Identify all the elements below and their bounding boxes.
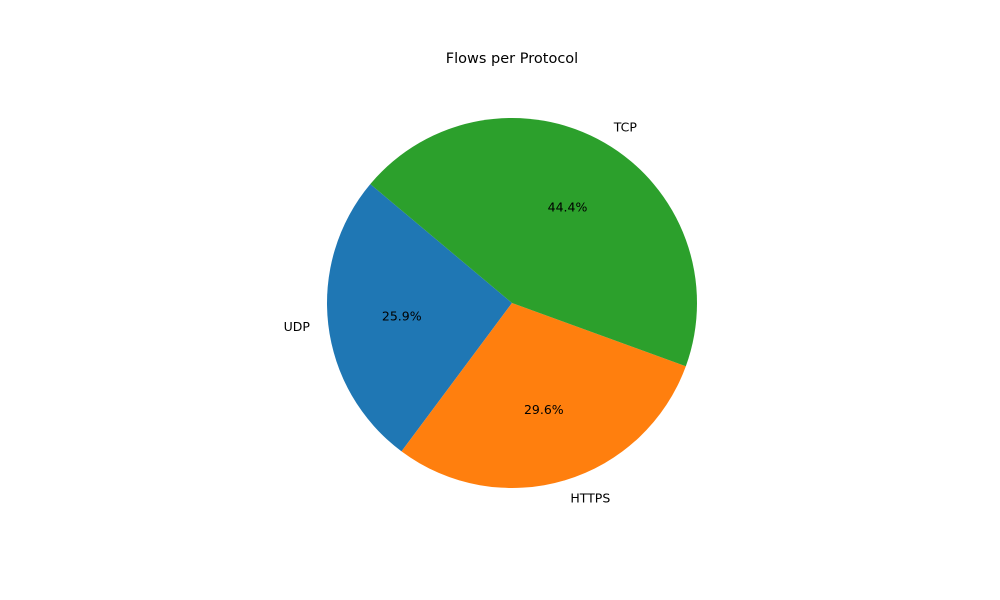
pie-slices xyxy=(327,117,698,488)
pie-slice-tcp xyxy=(370,117,698,367)
pie-percent-labels: 25.9% 29.6% 44.4% xyxy=(382,199,588,416)
slice-percent-https: 29.6% xyxy=(524,402,564,417)
pie-slice-labels: UDP HTTPS TCP xyxy=(284,119,638,505)
slice-label-udp: UDP xyxy=(284,319,311,334)
pie-slice-udp xyxy=(327,184,512,452)
pie-slice-https xyxy=(401,303,686,488)
slice-label-https: HTTPS xyxy=(570,490,610,505)
chart-title: Flows per Protocol xyxy=(446,51,578,67)
slice-percent-tcp: 44.4% xyxy=(548,199,588,214)
slice-label-tcp: TCP xyxy=(613,119,638,134)
slice-percent-udp: 25.9% xyxy=(382,308,422,323)
